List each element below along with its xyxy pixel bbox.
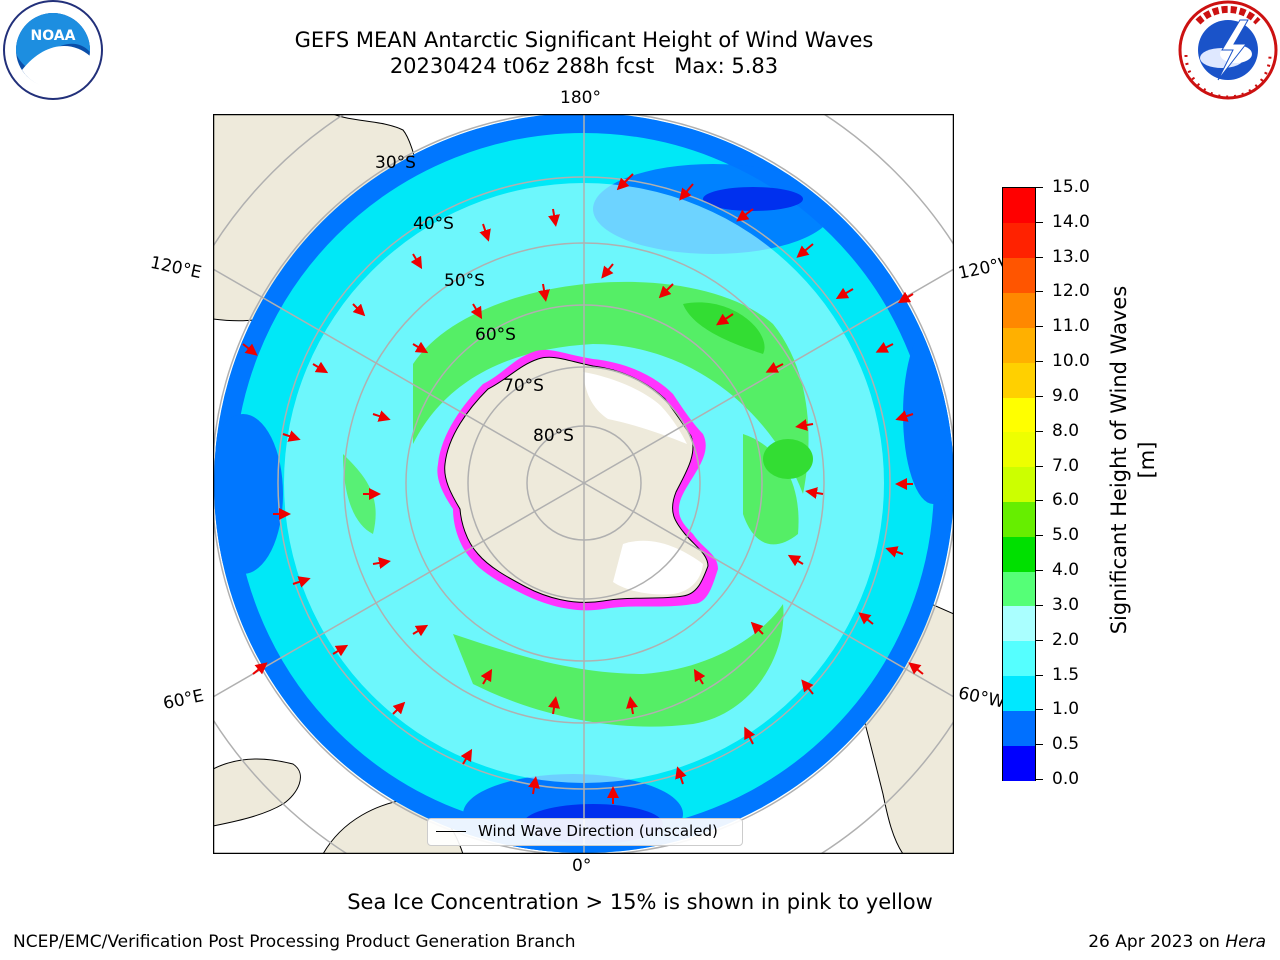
- lon-label-120e: 120°E: [148, 252, 204, 284]
- ross-ice-shelf: [583, 372, 687, 444]
- colorbar-tick: [1035, 604, 1043, 606]
- colorbar-segment: [1003, 745, 1035, 781]
- weddell-ice: [613, 540, 703, 595]
- colorbar-tick-label: 13.0: [1052, 246, 1090, 267]
- colorbar-tick: [1035, 395, 1043, 397]
- colorbar-segment: [1003, 605, 1035, 642]
- colorbar-tick: [1035, 465, 1043, 467]
- colorbar: [1002, 187, 1036, 781]
- wind-wave-arrows: [242, 173, 924, 804]
- lat-label-50s: 50°S: [444, 271, 485, 291]
- colorbar-tick: [1035, 256, 1043, 258]
- colorbar-tick: [1035, 709, 1043, 711]
- colorbar-tick-label: 3.0: [1052, 594, 1080, 615]
- footer-branch: NCEP/EMC/Verification Post Processing Pr…: [13, 932, 576, 952]
- colorbar-tick-label: 6.0: [1052, 490, 1080, 511]
- lon-label-60w: 60°W: [956, 683, 1007, 713]
- colorbar-tick-label: 4.0: [1052, 560, 1080, 581]
- colorbar-tick: [1035, 291, 1043, 293]
- colorbar-tick-label: 15.0: [1052, 177, 1090, 197]
- colorbar-tick-label: 1.0: [1052, 699, 1080, 720]
- colorbar-tick: [1035, 326, 1043, 328]
- colorbar-tick: [1035, 430, 1043, 432]
- lat-label-80s: 80°S: [533, 426, 574, 446]
- svg-text:NOAA: NOAA: [31, 28, 76, 44]
- sea-ice-caption: Sea Ice Concentration > 15% is shown in …: [347, 890, 933, 914]
- noaa-logo: NOAA: [2, 0, 104, 102]
- legend: Wind Wave Direction (unscaled): [427, 818, 743, 846]
- colorbar-tick: [1035, 674, 1043, 676]
- colorbar-tick-label: 1.5: [1052, 664, 1080, 685]
- colorbar-tick-label: 8.0: [1052, 420, 1080, 441]
- legend-line-icon: [436, 831, 466, 832]
- chart-title: GEFS MEAN Antarctic Significant Height o…: [294, 28, 874, 52]
- colorbar-segment: [1003, 292, 1035, 328]
- colorbar-tick-label: 2.0: [1052, 629, 1080, 650]
- colorbar-tick-label: 0.5: [1052, 734, 1080, 755]
- colorbar-tick-label: 0.0: [1052, 769, 1080, 789]
- colorbar-segment: [1003, 396, 1035, 433]
- colorbar-tick-label: 12.0: [1052, 281, 1090, 302]
- colorbar-segment: [1003, 222, 1035, 259]
- top-right-land: [833, 114, 954, 264]
- footer-host: Hera: [1225, 932, 1266, 952]
- colorbar-tick: [1035, 500, 1043, 502]
- colorbar-tick: [1035, 639, 1043, 641]
- footer-date: 26 Apr 2023 on Hera: [1088, 932, 1266, 952]
- lat-label-40s: 40°S: [413, 214, 454, 234]
- legend-label: Wind Wave Direction (unscaled): [478, 822, 718, 840]
- colorbar-tick-label: 10.0: [1052, 351, 1090, 372]
- colorbar-segment: [1003, 188, 1035, 224]
- polar-map: 30°S 40°S 50°S 60°S 70°S 80°S: [212, 113, 955, 855]
- lat-label-70s: 70°S: [503, 376, 544, 396]
- colorbar-tick-label: 7.0: [1052, 455, 1080, 476]
- colorbar-segment: [1003, 257, 1035, 294]
- colorbar-tick-label: 11.0: [1052, 316, 1090, 337]
- colorbar-tick: [1035, 221, 1043, 223]
- colorbar-tick: [1035, 744, 1043, 746]
- colorbar-tick-label: 9.0: [1052, 385, 1080, 406]
- colorbar-tick: [1035, 361, 1043, 363]
- colorbar-tick-label: 5.0: [1052, 525, 1080, 546]
- colorbar-tick: [1035, 535, 1043, 537]
- colorbar-tick: [1035, 187, 1043, 188]
- lon-label-60e: 60°E: [161, 685, 206, 715]
- colorbar-title: Significant Height of Wind Waves [m]: [1107, 285, 1159, 635]
- colorbar-segment: [1003, 431, 1035, 468]
- lon-label-180: 180°: [560, 88, 601, 108]
- colorbar-tick: [1035, 779, 1043, 780]
- colorbar-segment: [1003, 571, 1035, 607]
- nws-logo: [1178, 0, 1278, 100]
- colorbar-segment: [1003, 501, 1035, 537]
- colorbar-segment: [1003, 327, 1035, 363]
- lon-label-0: 0°: [572, 856, 592, 876]
- colorbar-tick: [1035, 570, 1043, 572]
- lat-label-60s: 60°S: [475, 325, 516, 345]
- colorbar-segment: [1003, 362, 1035, 398]
- chart-subtitle: 20230424 t06z 288h fcst Max: 5.83: [389, 54, 779, 78]
- colorbar-tick-label: 14.0: [1052, 211, 1090, 232]
- colorbar-segment: [1003, 466, 1035, 502]
- polar-map-svg: 30°S 40°S 50°S 60°S 70°S 80°S: [212, 113, 955, 855]
- colorbar-segment: [1003, 640, 1035, 677]
- footer-date-text: 26 Apr 2023 on: [1088, 932, 1226, 952]
- lat-label-30s: 30°S: [375, 153, 416, 173]
- africa-land: [213, 758, 301, 827]
- colorbar-segment: [1003, 675, 1035, 711]
- colorbar-segment: [1003, 710, 1035, 746]
- colorbar-segment: [1003, 536, 1035, 572]
